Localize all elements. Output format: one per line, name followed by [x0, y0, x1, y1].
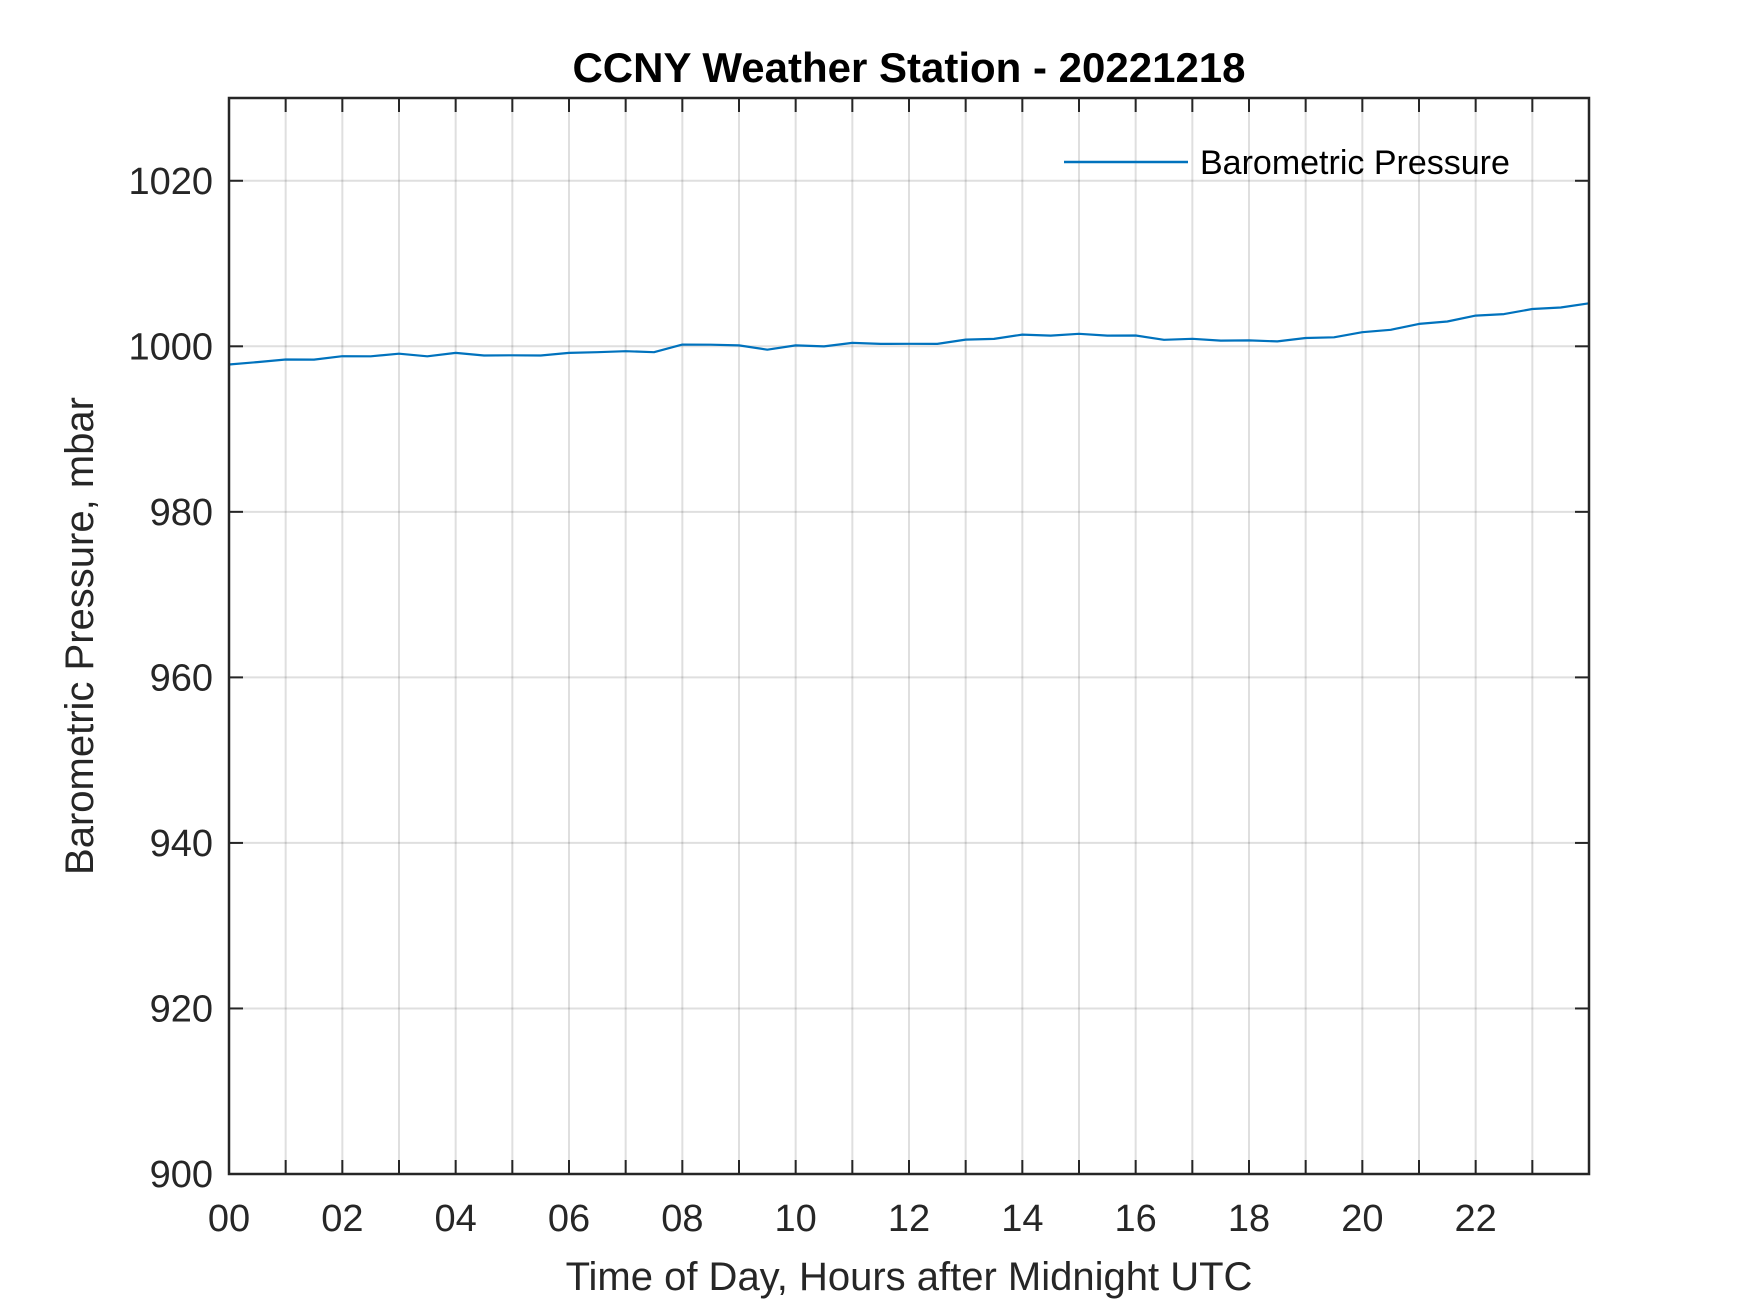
y-axis-label: Barometric Pressure, mbar — [58, 397, 102, 875]
x-tick-label: 12 — [888, 1198, 930, 1240]
x-tick-label: 04 — [435, 1198, 477, 1240]
y-tick-label: 980 — [150, 492, 213, 534]
plot-area — [229, 98, 1589, 1174]
x-tick-label: 10 — [775, 1198, 817, 1240]
x-tick-label: 16 — [1115, 1198, 1157, 1240]
barometric-pressure-line — [228, 302, 1590, 366]
chart-title: CCNY Weather Station - 20221218 — [572, 44, 1245, 91]
x-tick-label: 20 — [1341, 1198, 1383, 1240]
y-tick-labels: 900 920 940 960 980 1000 1020 — [128, 161, 213, 1196]
legend-label: Barometric Pressure — [1200, 144, 1510, 182]
x-tick-labels: 00 02 04 06 08 10 12 14 16 18 20 22 — [208, 1198, 1497, 1240]
x-tick-label: 14 — [1001, 1198, 1043, 1240]
y-tick-label: 1020 — [128, 161, 213, 203]
x-tick-label: 02 — [321, 1198, 363, 1240]
y-tick-label: 1000 — [128, 326, 213, 368]
axis-ticks — [229, 98, 1589, 1174]
x-tick-label: 06 — [548, 1198, 590, 1240]
x-tick-label: 22 — [1455, 1198, 1497, 1240]
x-tick-label: 18 — [1228, 1198, 1270, 1240]
y-tick-label: 920 — [150, 988, 213, 1030]
grid-lines — [229, 98, 1589, 1174]
x-axis-label: Time of Day, Hours after Midnight UTC — [566, 1255, 1253, 1299]
y-tick-label: 940 — [150, 823, 213, 865]
y-tick-label: 900 — [150, 1154, 213, 1196]
x-tick-label: 08 — [661, 1198, 703, 1240]
x-tick-label: 00 — [208, 1198, 250, 1240]
y-tick-label: 960 — [150, 657, 213, 699]
legend: Barometric Pressure — [1064, 144, 1510, 182]
